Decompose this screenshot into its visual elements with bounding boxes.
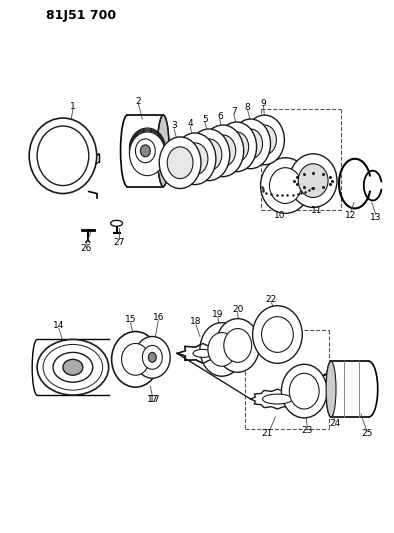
Ellipse shape [202, 125, 243, 176]
Text: 2: 2 [136, 96, 141, 106]
Ellipse shape [208, 333, 236, 366]
Ellipse shape [140, 145, 151, 157]
Ellipse shape [196, 139, 222, 171]
Text: 25: 25 [361, 429, 372, 438]
Text: 15: 15 [125, 315, 136, 324]
Ellipse shape [174, 133, 216, 184]
Ellipse shape [37, 340, 109, 395]
Text: 16: 16 [152, 313, 164, 322]
Ellipse shape [239, 129, 262, 159]
Text: 1: 1 [70, 102, 76, 111]
Ellipse shape [130, 132, 165, 176]
Text: 6: 6 [217, 111, 223, 120]
Ellipse shape [130, 131, 165, 174]
Ellipse shape [111, 220, 123, 227]
Ellipse shape [193, 350, 213, 357]
Ellipse shape [298, 164, 328, 198]
Ellipse shape [269, 168, 301, 204]
Text: 27: 27 [113, 238, 124, 247]
Ellipse shape [182, 143, 208, 175]
Text: 81J51 700: 81J51 700 [46, 9, 116, 22]
Text: 26: 26 [80, 244, 91, 253]
Ellipse shape [149, 352, 156, 362]
Ellipse shape [210, 135, 236, 167]
Ellipse shape [262, 394, 292, 404]
Ellipse shape [253, 125, 277, 155]
Text: 5: 5 [202, 115, 208, 124]
Ellipse shape [53, 352, 93, 382]
Text: 8: 8 [245, 103, 251, 111]
Text: 23: 23 [301, 426, 313, 435]
Text: 14: 14 [53, 321, 65, 330]
Ellipse shape [130, 128, 165, 168]
Ellipse shape [188, 129, 230, 181]
Text: 19: 19 [212, 310, 224, 319]
Ellipse shape [157, 115, 169, 187]
Text: 7: 7 [231, 107, 237, 116]
Text: 11: 11 [311, 206, 323, 215]
Text: 20: 20 [232, 305, 243, 314]
Text: 17: 17 [149, 394, 160, 403]
Ellipse shape [217, 122, 256, 172]
Ellipse shape [281, 365, 327, 418]
Ellipse shape [121, 343, 149, 375]
Ellipse shape [43, 344, 103, 390]
Ellipse shape [231, 119, 270, 168]
Ellipse shape [136, 139, 155, 163]
Ellipse shape [37, 126, 89, 185]
Text: 4: 4 [187, 118, 193, 127]
Ellipse shape [326, 361, 336, 417]
Ellipse shape [112, 332, 159, 387]
Ellipse shape [63, 359, 83, 375]
Text: 13: 13 [370, 213, 381, 222]
Text: 10: 10 [274, 211, 285, 220]
Ellipse shape [130, 130, 165, 172]
Text: 17: 17 [147, 394, 158, 403]
Ellipse shape [289, 154, 337, 207]
Ellipse shape [262, 317, 293, 352]
Ellipse shape [159, 137, 201, 189]
Text: 21: 21 [262, 429, 273, 438]
Ellipse shape [216, 319, 260, 372]
Ellipse shape [289, 373, 319, 409]
Ellipse shape [245, 115, 284, 165]
Text: 18: 18 [190, 317, 202, 326]
Ellipse shape [224, 328, 252, 362]
Ellipse shape [200, 322, 243, 376]
Ellipse shape [29, 118, 97, 193]
Ellipse shape [225, 132, 249, 161]
Text: 3: 3 [171, 122, 177, 131]
Ellipse shape [142, 345, 162, 369]
Text: 12: 12 [345, 211, 357, 220]
Ellipse shape [130, 129, 165, 169]
Ellipse shape [253, 306, 302, 364]
Text: 22: 22 [266, 295, 277, 304]
Text: 24: 24 [329, 419, 341, 429]
Ellipse shape [167, 147, 193, 179]
Text: 9: 9 [261, 99, 266, 108]
Ellipse shape [134, 336, 170, 378]
Ellipse shape [260, 158, 310, 213]
